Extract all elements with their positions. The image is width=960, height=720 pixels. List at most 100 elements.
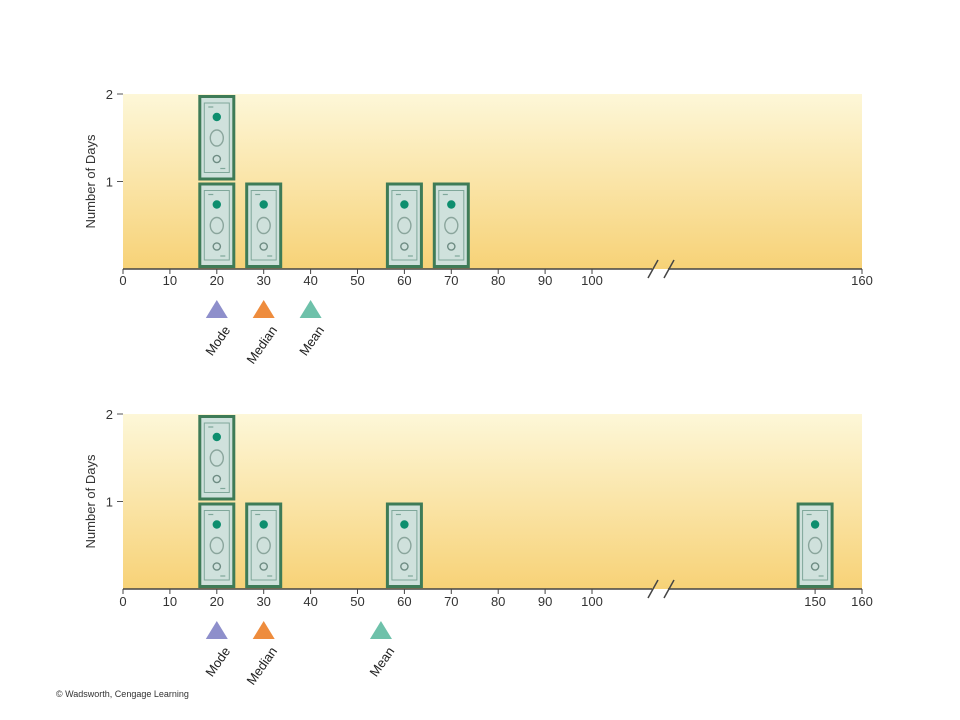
x-tick-label: 50 (350, 594, 364, 609)
bar-x-150 (796, 502, 834, 588)
bill-face (248, 185, 280, 265)
mode-marker: Mode (202, 621, 233, 679)
bill-seal (212, 432, 221, 442)
bar-x-20 (198, 95, 236, 268)
bill-seal (400, 200, 409, 209)
bill-inner-border (391, 510, 418, 581)
y-axis-title: Number of Days (83, 134, 98, 228)
bill-portrait (209, 449, 225, 467)
bill-portrait (397, 216, 412, 235)
x-tick-label: 90 (538, 273, 552, 288)
chart-panel-2: Number of Days 120 10 20 30 40 50 60 70 80 90 100 15… (83, 407, 873, 688)
bill-portrait (807, 536, 823, 555)
mode-triangle (205, 621, 228, 639)
y-tick-label: 1 (106, 175, 113, 190)
bill-inner-border (391, 190, 418, 261)
x-tick-label: 100 (581, 594, 603, 609)
bill-face (201, 98, 233, 178)
bill-seal-small (259, 562, 269, 571)
bill-seal-small (259, 242, 269, 251)
mean-marker: Mean (296, 300, 327, 358)
median-label: Median (243, 323, 280, 367)
x-tick-label: 160 (851, 594, 873, 609)
bill-portrait (209, 129, 225, 147)
x-tick-label: 80 (491, 594, 505, 609)
x-tick-label: 20 (210, 273, 224, 288)
bill-inner-border (438, 190, 465, 261)
bill-portrait (256, 216, 271, 235)
bill-portrait (256, 536, 271, 555)
x-tick-label: 0 (119, 273, 126, 288)
x-tick-label: 10 (163, 594, 177, 609)
x-tick-label: 90 (538, 594, 552, 609)
median-marker: Median (243, 621, 280, 688)
bill-face (201, 185, 233, 265)
y-axis-title: Number of Days (83, 454, 98, 548)
x-tick-label: 100 (581, 273, 603, 288)
median-marker: Median (243, 300, 280, 367)
x-tick-label: 30 (256, 594, 270, 609)
bill-face (388, 185, 420, 265)
x-tick-label: 150 (804, 594, 826, 609)
bill-seal-small (810, 562, 820, 571)
x-tick-label: 60 (397, 594, 411, 609)
x-tick-label: 50 (350, 273, 364, 288)
mode-triangle (205, 300, 228, 318)
bill-seal-small (212, 474, 222, 484)
axis-break-mark (647, 579, 659, 599)
bill-seal (259, 200, 268, 209)
x-tick-label: 40 (303, 594, 317, 609)
bill-seal (259, 520, 268, 529)
bill-inner-border (250, 190, 277, 261)
bill-seal (810, 520, 820, 529)
mode-label: Mode (202, 323, 233, 358)
bill-inner-border (802, 510, 829, 581)
x-tick-label: 30 (256, 273, 270, 288)
y-tick-label: 2 (106, 407, 113, 422)
mode-label: Mode (202, 644, 233, 679)
bill-portrait (209, 536, 225, 555)
bill-seal (212, 112, 221, 122)
mean-marker: Mean (366, 621, 397, 679)
bill-seal-small (400, 562, 409, 571)
x-tick-label: 20 (210, 594, 224, 609)
bill-seal-small (446, 242, 456, 251)
bar-x-70 (432, 182, 470, 268)
x-tick-label: 80 (491, 273, 505, 288)
mode-marker: Mode (202, 300, 233, 358)
y-tick-label: 2 (106, 87, 113, 102)
median-triangle (252, 300, 275, 318)
bill-seal-small (212, 562, 222, 571)
bar-x-60 (385, 502, 423, 588)
x-tick-label: 70 (444, 273, 458, 288)
bill-portrait (397, 536, 412, 555)
bill-portrait (209, 216, 225, 235)
median-label: Median (243, 644, 280, 688)
y-tick-label: 1 (106, 495, 113, 510)
bill-inner-border (203, 102, 230, 173)
bar-x-60 (385, 182, 423, 268)
mean-label: Mean (366, 644, 397, 679)
copyright-credit: © Wadsworth, Cengage Learning (56, 689, 189, 699)
bar-x-30 (245, 502, 283, 588)
mean-label: Mean (296, 323, 327, 358)
bar-x-20 (198, 415, 236, 588)
x-tick-label: 40 (303, 273, 317, 288)
bill-inner-border (250, 510, 277, 581)
x-tick-label: 160 (851, 273, 873, 288)
bill-seal-small (212, 242, 222, 251)
bill-face (201, 505, 233, 585)
bill-face (799, 505, 831, 585)
bill-face (201, 418, 233, 498)
mean-triangle (369, 621, 392, 639)
x-tick-label: 0 (119, 594, 126, 609)
median-triangle (252, 621, 275, 639)
mean-triangle (299, 300, 322, 318)
bill-face (248, 505, 280, 585)
bill-inner-border (203, 190, 230, 261)
bill-face (435, 185, 467, 265)
bill-seal-small (212, 154, 222, 164)
bill-seal (212, 520, 221, 529)
x-tick-label: 60 (397, 273, 411, 288)
